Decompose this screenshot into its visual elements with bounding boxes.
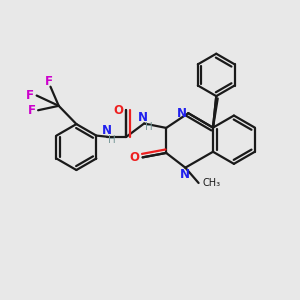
Text: N: N <box>101 124 111 137</box>
Text: N: N <box>177 107 187 120</box>
Text: H: H <box>145 122 152 132</box>
Text: N: N <box>138 110 148 124</box>
Text: O: O <box>129 151 140 164</box>
Text: F: F <box>28 104 36 117</box>
Text: O: O <box>113 104 123 117</box>
Text: N: N <box>180 168 190 181</box>
Text: CH₃: CH₃ <box>202 178 220 188</box>
Text: F: F <box>45 75 53 88</box>
Text: F: F <box>26 89 34 102</box>
Text: H: H <box>108 135 116 145</box>
